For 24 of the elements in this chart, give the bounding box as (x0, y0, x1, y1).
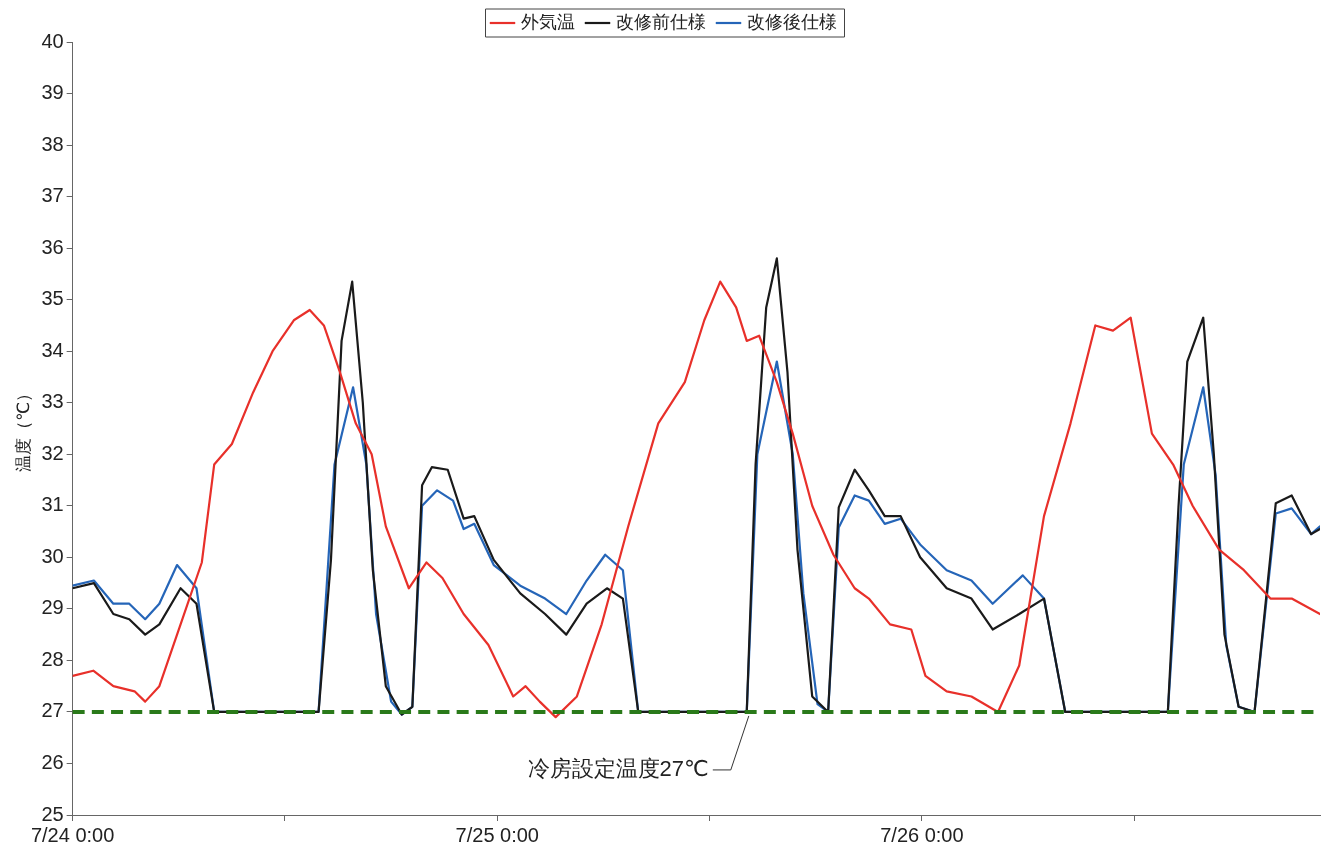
y-tick-label: 35 (41, 287, 64, 310)
x-tick-label: 7/24 0:00 (30, 823, 115, 846)
y-tick-label: 25 (41, 802, 64, 825)
y-tick-label: 40 (41, 29, 64, 52)
legend-label: 外気温 (520, 11, 575, 32)
legend-label: 改修後仕様 (746, 11, 837, 32)
x-tick-label: 7/25 0:00 (455, 823, 539, 846)
ref-line-label: 冷房設定温度27℃ (527, 756, 709, 781)
y-axis-title: 温度（℃） (13, 384, 33, 473)
y-tick-label: 38 (41, 132, 64, 155)
x-tick-label: 7/26 0:00 (880, 823, 964, 846)
y-tick-label: 29 (41, 596, 64, 619)
y-tick-label: 37 (41, 184, 64, 207)
y-tick-label: 34 (41, 338, 64, 361)
y-tick-label: 32 (41, 441, 64, 464)
y-tick-label: 33 (41, 390, 64, 413)
legend-label: 改修前仕様 (615, 11, 706, 32)
y-tick-label: 26 (41, 750, 64, 773)
y-tick-label: 36 (41, 235, 64, 258)
y-tick-label: 27 (41, 699, 64, 722)
y-tick-label: 31 (41, 493, 64, 516)
y-tick-label: 28 (41, 647, 64, 670)
y-tick-label: 39 (41, 81, 64, 104)
y-tick-label: 30 (41, 544, 64, 567)
